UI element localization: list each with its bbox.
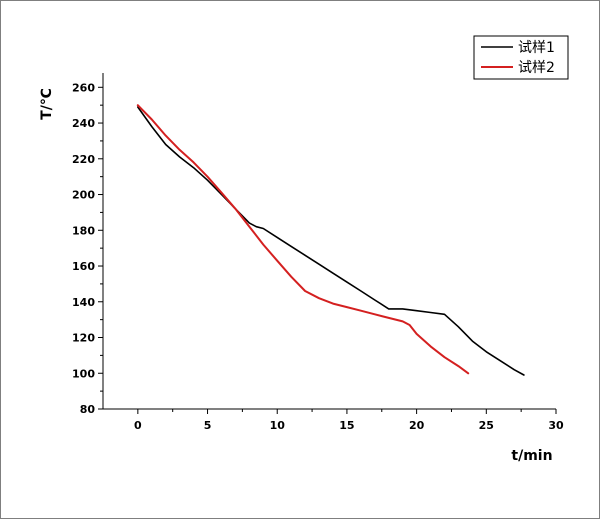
- legend-label-1: 试样1: [518, 40, 555, 56]
- plot-area: [136, 104, 525, 376]
- axes: 0 5 10 15 20 25 30 80 100 120 140 160 180 200 220 240 26…: [72, 73, 564, 432]
- y-tick-label: 80: [80, 403, 96, 416]
- legend-label-2: 试样2: [518, 60, 555, 76]
- y-tick-label: 120: [72, 332, 95, 345]
- x-tick-label: 10: [270, 419, 286, 432]
- x-axis-label: t/min: [511, 448, 552, 464]
- x-tick-label: 0: [134, 419, 142, 432]
- y-tick-label: 160: [72, 260, 95, 273]
- y-tick-label: 260: [72, 81, 95, 94]
- legend-box: [473, 35, 569, 80]
- y-tick-label: 220: [72, 153, 95, 166]
- y-tick-label: 140: [72, 296, 95, 309]
- y-axis-label: T/℃: [39, 88, 55, 120]
- y-tick-label: 200: [72, 189, 95, 202]
- series-line-1: [137, 106, 525, 376]
- series-line-2: [136, 104, 470, 375]
- x-tick-label: 5: [204, 419, 212, 432]
- x-tick-label: 30: [548, 419, 564, 432]
- y-tick-label: 100: [72, 367, 95, 380]
- y-tick-label: 240: [72, 117, 95, 130]
- y-tick-label: 180: [72, 224, 95, 237]
- x-tick-label: 15: [339, 419, 354, 432]
- x-tick-label: 20: [409, 419, 425, 432]
- x-tick-label: 25: [479, 419, 494, 432]
